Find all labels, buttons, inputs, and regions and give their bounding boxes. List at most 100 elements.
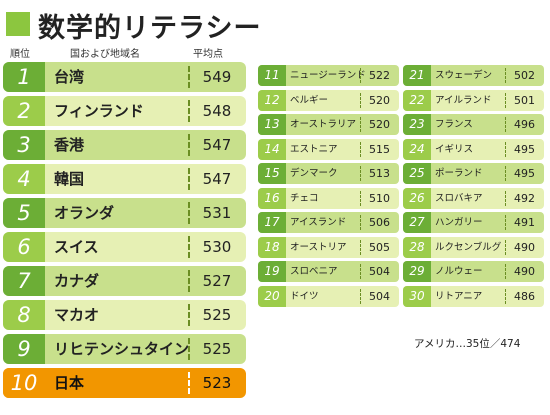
score-value: 501 <box>514 93 535 107</box>
rank-number: 15 <box>258 163 286 184</box>
score-value: 492 <box>514 191 535 205</box>
divider <box>360 264 361 279</box>
divider <box>505 288 506 304</box>
divider <box>360 141 361 157</box>
header-score: 平均点 <box>193 49 223 60</box>
ranking-row: 9 リヒテンシュタイン 525 <box>3 334 246 364</box>
divider <box>188 66 190 88</box>
ranking-row: 8 マカオ 525 <box>3 300 246 330</box>
rank-number: 21 <box>403 65 431 86</box>
divider <box>188 100 190 122</box>
rank-number: 7 <box>3 266 45 296</box>
divider <box>188 202 190 224</box>
country-name: スウェーデン <box>435 70 493 81</box>
rank-number: 27 <box>403 212 431 233</box>
country-name: チェコ <box>290 192 319 204</box>
rank-number: 17 <box>258 212 286 233</box>
ranking-row: 21 スウェーデン 502 <box>403 65 544 86</box>
score-value: 506 <box>369 216 390 229</box>
rank-number: 25 <box>403 163 431 184</box>
usa-note: アメリカ…35位／474 <box>414 338 521 350</box>
country-name: スイス <box>54 238 99 256</box>
divider <box>188 270 190 292</box>
ranking-row: 4 韓国 547 <box>3 164 246 194</box>
country-name: デンマーク <box>290 168 338 179</box>
ranking-row: 20 ドイツ 504 <box>258 285 399 307</box>
score-value: 505 <box>369 240 390 254</box>
rank-number: 2 <box>3 96 45 126</box>
ranks-11-20-list: 11 ニュージーランド 522 12 ベルギー 520 13 オーストラリア 5… <box>258 65 399 310</box>
divider <box>360 239 361 255</box>
score-value: 523 <box>202 374 232 392</box>
divider <box>188 338 190 360</box>
country-name: 韓国 <box>54 170 85 188</box>
divider <box>505 239 506 255</box>
score-value: 490 <box>514 240 535 254</box>
score-value: 510 <box>369 191 390 205</box>
ranking-row: 14 エストニア 515 <box>258 138 399 160</box>
country-name: オーストリア <box>290 241 347 253</box>
ranking-row-japan: 10 日本 523 <box>3 368 246 398</box>
ranking-row: 7 カナダ 527 <box>3 266 246 296</box>
rank-number: 26 <box>403 187 431 209</box>
rank-number: 3 <box>3 130 45 160</box>
score-value: 513 <box>369 167 390 180</box>
divider <box>360 215 361 230</box>
score-value: 490 <box>514 265 535 278</box>
country-name: アイスランド <box>290 217 347 228</box>
country-name: オーストラリア <box>290 119 357 130</box>
ranking-row: 1 台湾 549 <box>3 62 246 92</box>
ranking-row: 3 香港 547 <box>3 130 246 160</box>
score-value: 515 <box>369 142 390 156</box>
score-value: 530 <box>202 238 232 256</box>
ranking-row: 11 ニュージーランド 522 <box>258 65 399 86</box>
score-value: 504 <box>369 289 390 303</box>
divider <box>360 190 361 206</box>
divider <box>188 372 190 394</box>
ranking-row: 12 ベルギー 520 <box>258 89 399 111</box>
country-name: ハンガリー <box>435 217 483 228</box>
country-name: スロバキア <box>435 192 483 204</box>
ranking-row: 13 オーストラリア 520 <box>258 114 399 135</box>
ranking-row: 17 アイスランド 506 <box>258 212 399 233</box>
country-name: イギリス <box>435 143 474 155</box>
ranking-row: 16 チェコ 510 <box>258 187 399 209</box>
country-name: アイルランド <box>435 94 492 106</box>
country-name: オランダ <box>54 204 115 222</box>
score-value: 527 <box>202 272 232 290</box>
score-value: 548 <box>202 102 232 120</box>
score-value: 491 <box>514 216 535 229</box>
divider <box>188 236 190 258</box>
title-marker <box>6 12 30 36</box>
score-value: 520 <box>369 93 390 107</box>
divider <box>360 166 361 181</box>
country-name: ルクセンブルグ <box>435 241 502 253</box>
divider <box>360 92 361 108</box>
rank-number: 6 <box>3 232 45 262</box>
ranking-row: 27 ハンガリー 491 <box>403 212 544 233</box>
country-name: ベルギー <box>290 94 329 106</box>
country-name: フランス <box>435 119 473 130</box>
score-value: 520 <box>369 118 390 131</box>
country-name: フィンランド <box>54 102 144 120</box>
score-value: 502 <box>514 69 535 82</box>
country-name: リヒテンシュタイン <box>54 340 190 358</box>
ranking-row: 2 フィンランド 548 <box>3 96 246 126</box>
divider <box>505 117 506 132</box>
top-ten-list: 1 台湾 549 2 フィンランド 548 3 香港 547 4 韓国 547 … <box>3 62 246 402</box>
country-name: エストニア <box>290 143 338 155</box>
rank-number: 22 <box>403 89 431 111</box>
rank-number: 18 <box>258 236 286 258</box>
rank-number: 4 <box>3 164 45 194</box>
divider <box>188 168 190 190</box>
divider <box>188 134 190 156</box>
score-value: 495 <box>514 142 535 156</box>
score-value: 525 <box>202 340 232 358</box>
score-value: 486 <box>514 289 535 303</box>
divider <box>360 288 361 304</box>
ranking-row: 15 デンマーク 513 <box>258 163 399 184</box>
rank-number: 29 <box>403 261 431 282</box>
country-name: ドイツ <box>290 290 319 302</box>
country-name: 台湾 <box>54 68 85 86</box>
score-value: 504 <box>369 265 390 278</box>
